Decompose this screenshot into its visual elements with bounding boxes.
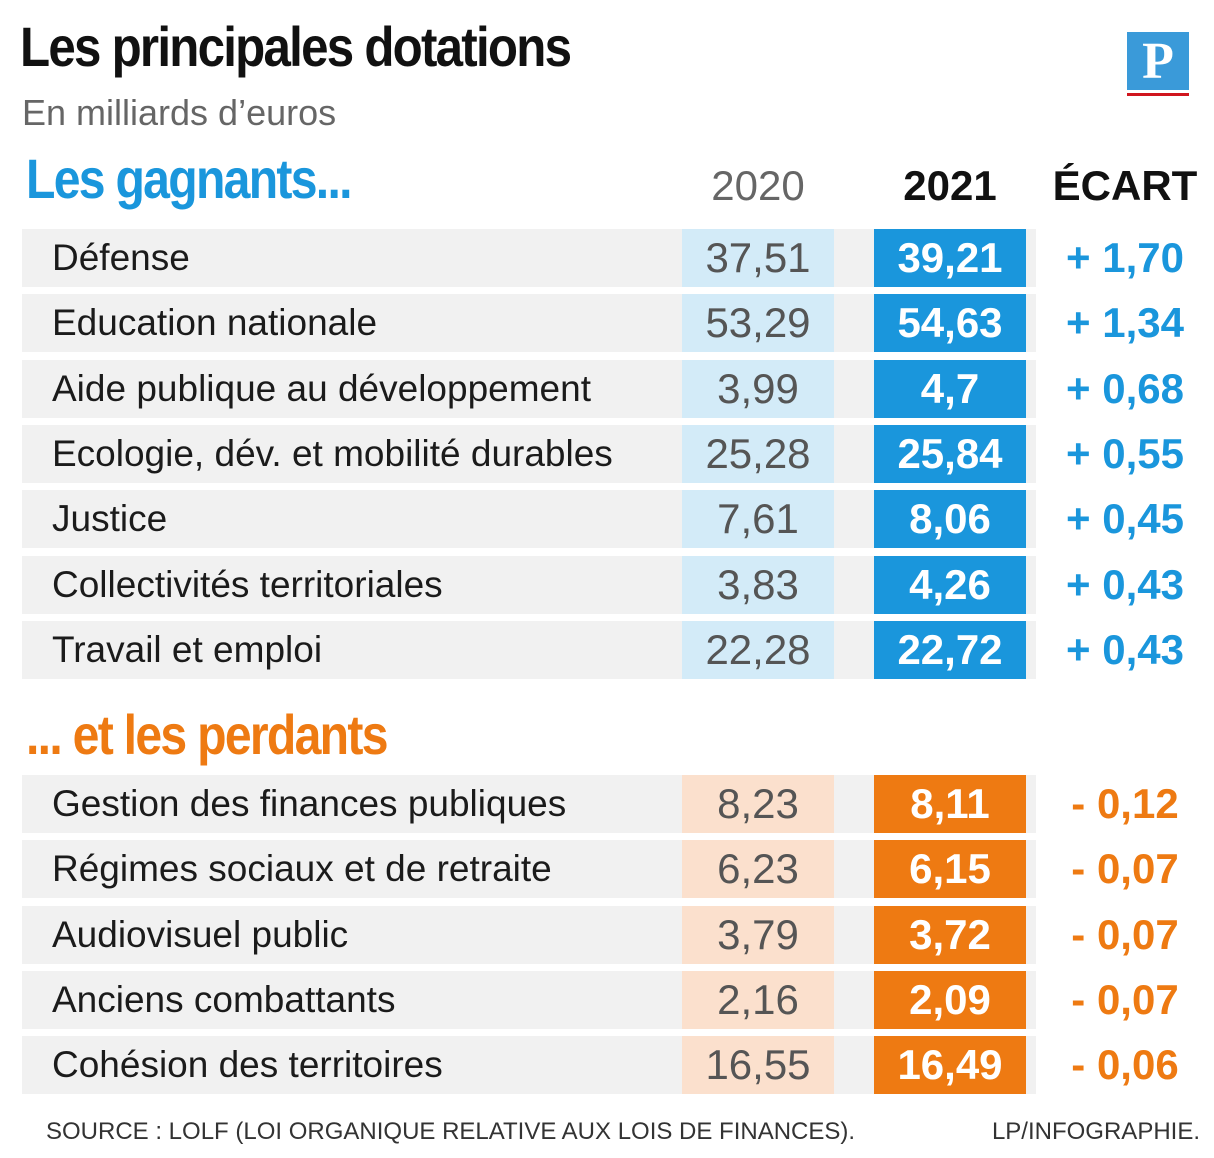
credit-note: LP/INFOGRAPHIE. — [991, 1118, 1200, 1145]
table-row: Ecologie, dév. et mobilité durables 25,28… — [22, 425, 1214, 483]
value-2021: 6,15 — [874, 840, 1026, 898]
value-2021: 4,7 — [874, 360, 1026, 418]
row-label: Education nationale — [52, 302, 378, 343]
value-ecart: + 0,43 — [1036, 621, 1214, 679]
chart-title: Les principales dotations — [20, 15, 572, 78]
table-row: Audiovisuel public 3,79 3,72- 0,07 — [22, 906, 1214, 964]
value-2021: 4,26 — [874, 556, 1026, 614]
value-ecart: - 0,07 — [1036, 906, 1214, 964]
value-2020: 37,51 — [682, 229, 834, 287]
value-2021: 8,06 — [874, 490, 1026, 548]
le-parisien-logo: P — [1127, 32, 1189, 96]
value-ecart: - 0,07 — [1036, 840, 1214, 898]
value-ecart: - 0,06 — [1036, 1036, 1214, 1094]
table-row: Collectivités territoriales 3,83 4,26 + 0,4… — [22, 556, 1214, 614]
value-2020: 3,79 — [682, 906, 834, 964]
winners-section-title: Les gagnants... — [26, 147, 352, 210]
value-2020: 16,55 — [682, 1036, 834, 1094]
value-2021: 2,09 — [874, 971, 1026, 1029]
chart-subtitle: En milliards d’euros — [22, 92, 337, 133]
table-row: Justice 7,61 8,06 + 0,45 — [22, 490, 1214, 548]
value-2021: 8,11 — [874, 775, 1026, 833]
value-2021: 25,84 — [874, 425, 1026, 483]
table-row: Anciens combattants 2,16 2,09- 0,07 — [22, 971, 1214, 1029]
value-ecart: + 0,45 — [1036, 490, 1214, 548]
value-2021: 16,49 — [874, 1036, 1026, 1094]
losers-section-title: ... et les perdants — [26, 703, 388, 766]
table-row: Défense 37,51 39,21 + 1,70 — [22, 229, 1214, 287]
column-header-2020: 2020 — [711, 162, 805, 209]
value-2020: 8,23 — [682, 775, 834, 833]
row-label: Cohésion des territoires — [52, 1044, 443, 1085]
table-row: Aide publique au développement 3,99 4,7 + 0… — [22, 360, 1214, 418]
source-note: SOURCE : LOLF (LOI ORGANIQUE RELATIVE AU… — [46, 1118, 856, 1145]
value-2020: 3,99 — [682, 360, 834, 418]
table-row: Gestion des finances publiques 8,23 8,11- … — [22, 775, 1214, 833]
row-label: Travail et emploi — [52, 629, 323, 670]
table-row: Education nationale 53,29 54,63 + 1,34 — [22, 294, 1214, 352]
value-2021: 39,21 — [874, 229, 1026, 287]
value-2021: 3,72 — [874, 906, 1026, 964]
table-row: Cohésion des territoires 16,55 16,49- 0,06 — [22, 1036, 1214, 1094]
row-label: Régimes sociaux et de retraite — [52, 848, 552, 889]
row-label: Gestion des finances publiques — [52, 783, 567, 824]
row-label: Collectivités territoriales — [52, 564, 443, 605]
value-ecart: + 0,68 — [1036, 360, 1214, 418]
value-2020: 2,16 — [682, 971, 834, 1029]
row-label: Ecologie, dév. et mobilité durables — [52, 433, 613, 474]
value-ecart: + 1,34 — [1036, 294, 1214, 352]
value-ecart: - 0,12 — [1036, 775, 1214, 833]
value-2021: 54,63 — [874, 294, 1026, 352]
value-2021: 22,72 — [874, 621, 1026, 679]
table-row: Travail et emploi 22,28 22,72 + 0,43 — [22, 621, 1214, 679]
row-label: Audiovisuel public — [52, 914, 349, 955]
value-ecart: - 0,07 — [1036, 971, 1214, 1029]
value-ecart: + 1,70 — [1036, 229, 1214, 287]
value-2020: 53,29 — [682, 294, 834, 352]
value-2020: 6,23 — [682, 840, 834, 898]
logo-letter: P — [1127, 32, 1189, 90]
column-header-2021: 2021 — [903, 162, 997, 209]
table-row: Régimes sociaux et de retraite 6,23 6,15- … — [22, 840, 1214, 898]
row-label: Anciens combattants — [52, 979, 396, 1020]
row-label: Aide publique au développement — [52, 368, 591, 409]
logo-underline — [1127, 93, 1189, 96]
column-header-ecart: ÉCART — [1052, 162, 1198, 209]
row-label: Justice — [52, 498, 168, 539]
value-2020: 3,83 — [682, 556, 834, 614]
value-ecart: + 0,43 — [1036, 556, 1214, 614]
value-2020: 22,28 — [682, 621, 834, 679]
value-ecart: + 0,55 — [1036, 425, 1214, 483]
value-2020: 25,28 — [682, 425, 834, 483]
row-label: Défense — [52, 237, 190, 278]
value-2020: 7,61 — [682, 490, 834, 548]
